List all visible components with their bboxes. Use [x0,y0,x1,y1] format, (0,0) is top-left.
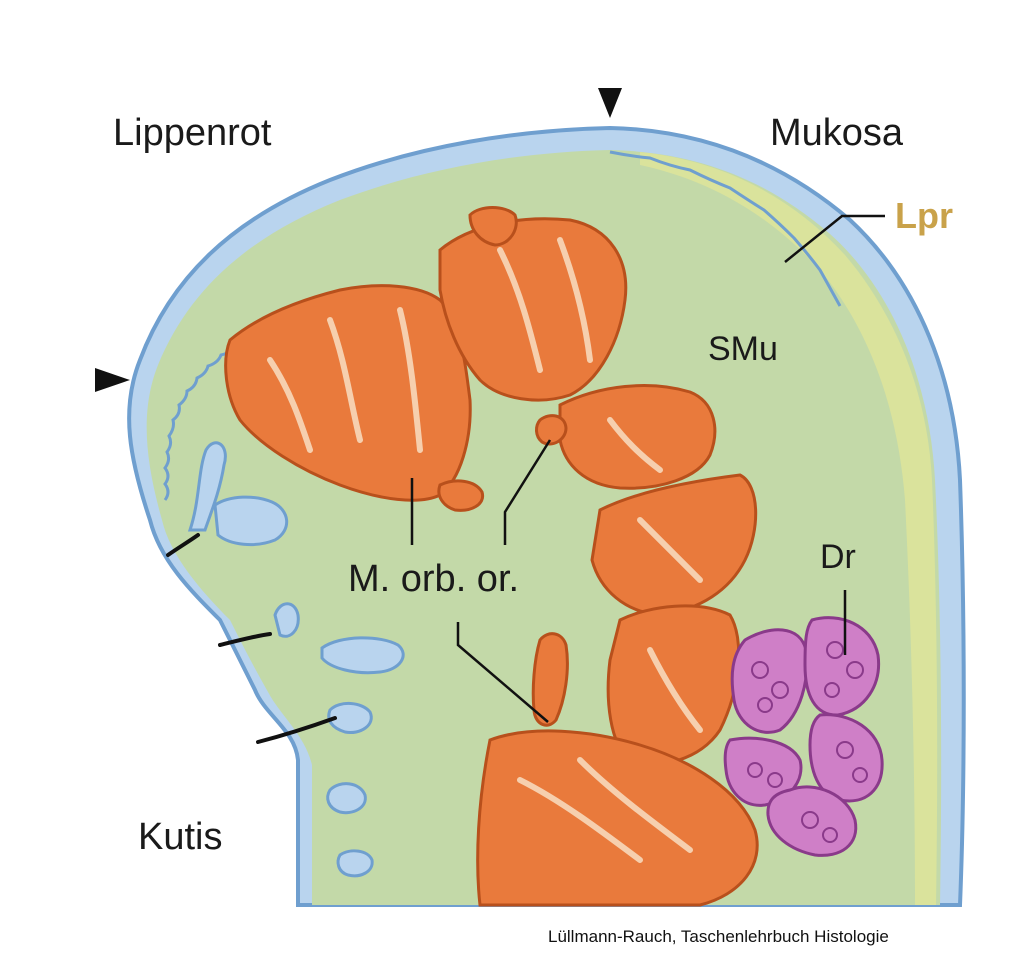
skin-appendages [187,441,405,878]
hair [166,533,200,557]
label-kutis: Kutis [138,816,223,858]
hairs [166,533,337,744]
sebaceous-gland [327,702,373,735]
leader-m-orb-bottom [456,622,549,723]
gland-lobule [766,785,858,857]
muscle-bundle [438,217,628,402]
muscle-bundle [468,206,518,247]
hair [256,716,337,744]
muscle-bundle [535,414,568,446]
leader-lpr [784,214,885,263]
label-m-orb-or: M. orb. or. [348,558,520,600]
gland-acini [747,641,868,843]
orbicularis-oris-muscle [224,206,759,907]
label-lpr: Lpr [895,195,953,236]
sebaceous-gland [273,602,300,638]
papillae-line-mucosa [609,150,842,307]
sebaceous-gland [326,782,367,815]
gland-lobule [730,628,809,734]
muscle-bundle [606,604,741,766]
gland-lobule [803,616,881,717]
muscle-septa [267,237,703,863]
hair [218,632,272,647]
muscle-bundle [558,384,717,490]
label-mukosa: Mukosa [770,112,904,154]
label-smu: SMu [708,330,778,368]
muscle-bundle [531,632,569,727]
leader-m-orb-right [503,439,552,545]
sebaceous-gland [320,636,405,675]
muscle-bundle [437,479,485,512]
sebaceous-gland [336,849,374,878]
muscle-bundle [476,729,759,907]
label-lippenrot: Lippenrot [113,112,272,154]
boundary-arrowhead-top [598,88,622,118]
gland-lobule [723,736,803,807]
muscle-bundle [590,473,758,617]
sebaceous-gland [213,495,289,547]
image-credit: Lüllmann-Rauch, Taschenlehrbuch Histolog… [548,927,889,946]
leader-lines [410,214,885,723]
boundary-arrowhead-left [95,368,130,392]
label-dr: Dr [820,538,856,576]
